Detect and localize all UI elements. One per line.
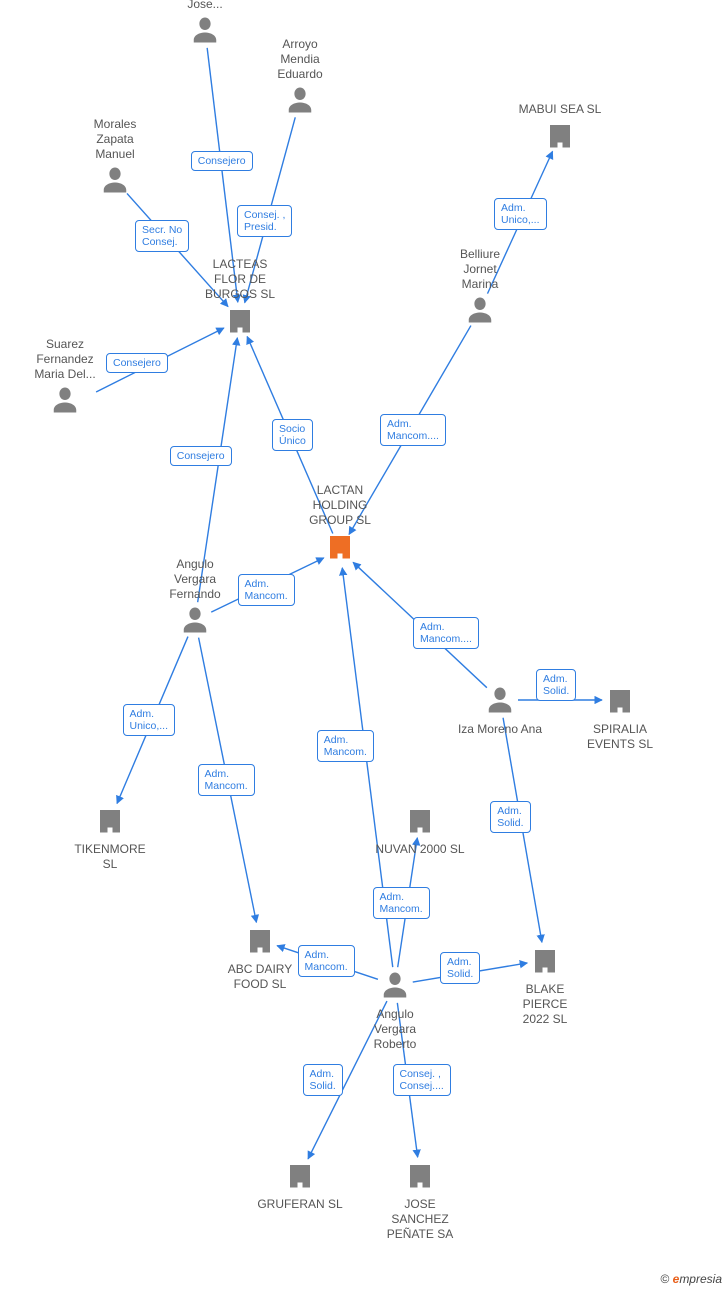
edge-label-angulo_f-lacteas: Consejero xyxy=(170,446,232,466)
edge-label-belliure-mabui: Adm. Unico,... xyxy=(494,198,547,230)
node-spiralia[interactable]: SPIRALIA EVENTS SL xyxy=(565,684,675,752)
node-lactan[interactable]: LACTAN HOLDING GROUP SL xyxy=(285,483,395,566)
node-suarez[interactable]: Suarez Fernandez Maria Del... xyxy=(10,337,120,420)
edge-label-angulo_r-nuvan: Adm. Mancom. xyxy=(373,887,430,919)
edge-label-angulo_r-jose_sp: Consej. , Consej.... xyxy=(393,1064,451,1096)
edge-label-angulo_f-lactan: Adm. Mancom. xyxy=(238,574,295,606)
footer-credit: © empresia xyxy=(660,1272,722,1286)
node-label: NUVAN 2000 SL xyxy=(365,842,475,857)
node-morales[interactable]: Morales Zapata Manuel xyxy=(60,117,170,200)
edge-label-iza-blake: Adm. Solid. xyxy=(490,801,530,833)
node-label: LACTAN HOLDING GROUP SL xyxy=(285,483,395,528)
person-icon xyxy=(180,604,210,640)
node-label: Tellado Nogueira Jose... xyxy=(150,0,260,12)
edge-label-suarez-lacteas: Consejero xyxy=(106,353,168,373)
edge-label-tellado-lacteas: Consejero xyxy=(191,151,253,171)
node-belliure[interactable]: Belliure Jornet Marina xyxy=(425,247,535,330)
building-icon xyxy=(530,944,560,980)
node-label: SPIRALIA EVENTS SL xyxy=(565,722,675,752)
person-icon xyxy=(100,164,130,200)
edge-label-morales-lacteas: Secr. No Consej. xyxy=(135,220,189,252)
node-arroyo[interactable]: Arroyo Mendia Eduardo xyxy=(245,37,355,120)
building-icon xyxy=(405,1159,435,1195)
node-label: Angulo Vergara Fernando xyxy=(140,557,250,602)
building-icon xyxy=(225,304,255,340)
diagram-canvas: { "type": "network", "canvas": { "width"… xyxy=(0,0,728,1290)
edge-label-belliure-lactan: Adm. Mancom.... xyxy=(380,414,446,446)
edge-label-angulo_r-abcdairy: Adm. Mancom. xyxy=(298,945,355,977)
node-label: Arroyo Mendia Eduardo xyxy=(245,37,355,82)
building-icon xyxy=(405,804,435,840)
node-tellado[interactable]: Tellado Nogueira Jose... xyxy=(150,0,260,50)
person-icon xyxy=(50,384,80,420)
person-icon xyxy=(190,14,220,50)
node-label: Belliure Jornet Marina xyxy=(425,247,535,292)
person-icon xyxy=(465,294,495,330)
node-tikenmore[interactable]: TIKENMORE SL xyxy=(55,804,165,872)
person-icon xyxy=(485,684,515,720)
edge-label-arroyo-lacteas: Consej. , Presid. xyxy=(237,205,292,237)
node-label: LACTEAS FLOR DE BURGOS SL xyxy=(185,257,295,302)
building-icon xyxy=(285,1159,315,1195)
node-label: MABUI SEA SL xyxy=(505,102,615,117)
edge-label-spiralia-iza: Adm. Solid. xyxy=(536,669,576,701)
node-gruferan[interactable]: GRUFERAN SL xyxy=(245,1159,355,1212)
node-label: JOSE SANCHEZ PEÑATE SA xyxy=(365,1197,475,1242)
node-label: GRUFERAN SL xyxy=(245,1197,355,1212)
node-lacteas[interactable]: LACTEAS FLOR DE BURGOS SL xyxy=(185,257,295,340)
node-label: BLAKE PIERCE 2022 SL xyxy=(490,982,600,1027)
node-mabui[interactable]: MABUI SEA SL xyxy=(505,102,615,155)
node-label: TIKENMORE SL xyxy=(55,842,165,872)
node-nuvan[interactable]: NUVAN 2000 SL xyxy=(365,804,475,857)
copyright-symbol: © xyxy=(660,1272,669,1286)
edge-label-angulo_r-blake: Adm. Solid. xyxy=(440,952,480,984)
node-blake[interactable]: BLAKE PIERCE 2022 SL xyxy=(490,944,600,1027)
edge-label-lactan-lacteas: Socio Único xyxy=(272,419,313,451)
node-label: Angulo Vergara Roberto xyxy=(340,1007,450,1052)
person-icon xyxy=(285,84,315,120)
node-label: Morales Zapata Manuel xyxy=(60,117,170,162)
building-central-icon xyxy=(325,530,355,566)
building-icon xyxy=(95,804,125,840)
node-jose_sp[interactable]: JOSE SANCHEZ PEÑATE SA xyxy=(365,1159,475,1242)
building-icon xyxy=(245,924,275,960)
edge-label-iza-lactan: Adm. Mancom.... xyxy=(413,617,479,649)
edge-label-angulo_r-lactan: Adm. Mancom. xyxy=(317,730,374,762)
building-icon xyxy=(605,684,635,720)
node-label: Suarez Fernandez Maria Del... xyxy=(10,337,120,382)
edge-label-angulo_f-abcdairy: Adm. Mancom. xyxy=(198,764,255,796)
node-label: Iza Moreno Ana xyxy=(445,722,555,737)
building-icon xyxy=(545,119,575,155)
edge-label-angulo_f-tikenmore: Adm. Unico,... xyxy=(123,704,176,736)
person-icon xyxy=(380,969,410,1005)
edge-label-angulo_r-gruferan: Adm. Solid. xyxy=(303,1064,343,1096)
node-angulo_f[interactable]: Angulo Vergara Fernando xyxy=(140,557,250,640)
node-angulo_r[interactable]: Angulo Vergara Roberto xyxy=(340,969,450,1052)
brand-rest: mpresia xyxy=(679,1272,722,1286)
